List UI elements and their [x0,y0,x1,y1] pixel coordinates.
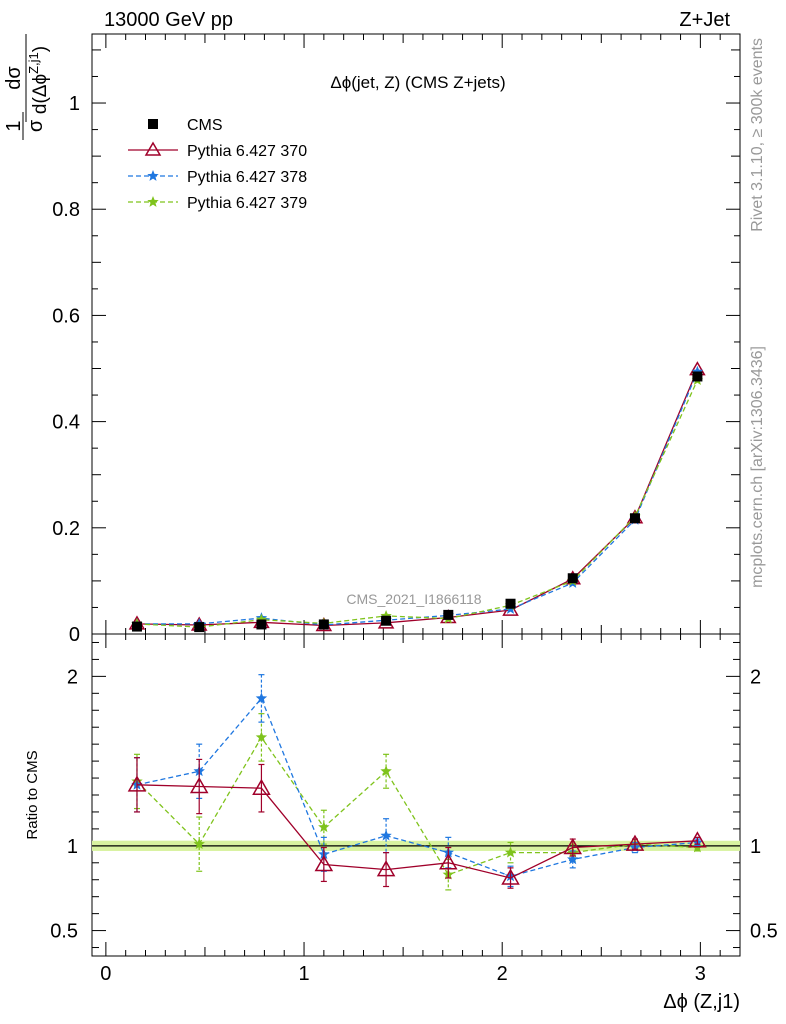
data-point [131,621,142,632]
ratio-point [567,853,579,865]
x-axis-label: Δϕ (Z,j1) [663,991,740,1013]
energy-label: 13000 GeV pp [104,9,233,31]
ratio-point [688,831,707,848]
series-line [136,379,698,628]
ratio-point [439,853,458,870]
legend-marker [147,196,159,207]
main-y-ticks: 0 0.2 0.4 0.6 0.8 1 [52,49,740,646]
ratio-line [136,697,698,877]
process-label: Z+Jet [679,9,730,31]
ratio-series-layer [127,674,707,891]
legend-label: Pythia 6.427 378 [187,169,307,186]
main-series-layer [128,361,706,633]
ratio-point [625,834,645,851]
ratio-point [504,846,517,858]
legend-marker [148,119,158,129]
ratio-plot-frame [91,633,741,957]
ratio-point [314,854,334,872]
ratio-point [318,821,330,833]
ratio-line [136,784,698,879]
ratio-point [255,692,268,704]
legend-label: Pythia 6.427 379 [187,195,307,212]
data-point [691,365,704,377]
legend-item: Pythia 6.427 378 [128,169,307,186]
data-point [380,609,392,621]
ratio-point [252,778,271,795]
x-tick-label: 0 [100,963,111,985]
legend-item: Pythia 6.427 370 [128,141,307,160]
data-point [692,371,703,382]
data-point [443,609,454,620]
legend-label: Pythia 6.427 370 [187,143,307,160]
ratio-point [380,765,392,777]
x-tick-label: 2 [497,963,508,985]
ratio-point [193,838,205,849]
ratio-series-pythia-6-427-379 [131,713,704,891]
legend-marker [144,141,162,156]
ratio-point [127,775,147,792]
main-y-axis-label: 1 σ dσ d(ΔϕZ,j1) [3,34,51,140]
ratio-point [189,777,209,794]
x-tick-label: 3 [695,963,706,985]
data-point [629,513,640,524]
ratio-tick-label: 1 [67,836,78,858]
ratio-point [501,868,520,885]
legend-label: CMS [187,117,223,134]
data-point [567,573,578,584]
data-point [194,622,205,633]
y-tick-label: 0.4 [52,412,80,434]
analysis-watermark: CMS_2021_I1866118 [346,591,481,607]
ratio-point [380,829,392,841]
legend: CMS Pythia 6.427 370 Pythia 6.427 378 Pythi… [128,117,307,212]
ratio-series-pythia-6-427-370 [127,757,707,889]
ratio-point [376,860,396,877]
data-point [505,598,516,609]
series-line [137,371,698,626]
data-point [318,619,329,630]
x-tick-label: 1 [298,963,309,985]
data-point [256,619,267,630]
y-label-dsigma: dσ [3,66,25,90]
ratio-tick-label-right: 0.5 [750,921,778,943]
legend-item: Pythia 6.427 379 [128,195,307,212]
ratio-point [255,731,268,743]
y-tick-label: 0.8 [52,199,80,221]
ratio-y-ticks: 0.5 0.5 1 1 2 2 [50,641,778,949]
ratio-tick-label: 2 [67,666,78,688]
y-tick-label: 1 [69,93,80,115]
y-tick-label: 0.6 [52,305,80,327]
ratio-series-pythia-6-427-378 [131,674,704,888]
y-tick-label: 0 [69,624,80,646]
data-point [381,615,392,626]
y-label-sigma: σ [25,119,47,132]
legend-marker [147,170,159,181]
ratio-tick-label-right: 1 [750,836,761,858]
chart-title: Δϕ(jet, Z) (CMS Z+jets) [330,73,505,92]
rivet-version-label: Rivet 3.1.10, ≥ 300k events [749,38,766,232]
series-line [136,369,698,627]
ratio-y-axis-label: Ratio to CMS [24,750,41,839]
legend-item: CMS [148,117,223,134]
y-label-denominator: d(ΔϕZ,j1) [26,46,51,114]
ratio-point [563,838,583,855]
data-point [255,613,268,625]
y-label-one: 1 [3,120,25,131]
series-cms [131,371,703,633]
y-tick-label: 0.2 [52,518,80,540]
ratio-tick-label-right: 2 [750,666,761,688]
ratio-line [136,736,698,876]
ratio-tick-label: 0.5 [50,921,78,943]
mcplots-label: mcplots.cern.ch [arXiv:1306.3436] [749,346,766,588]
